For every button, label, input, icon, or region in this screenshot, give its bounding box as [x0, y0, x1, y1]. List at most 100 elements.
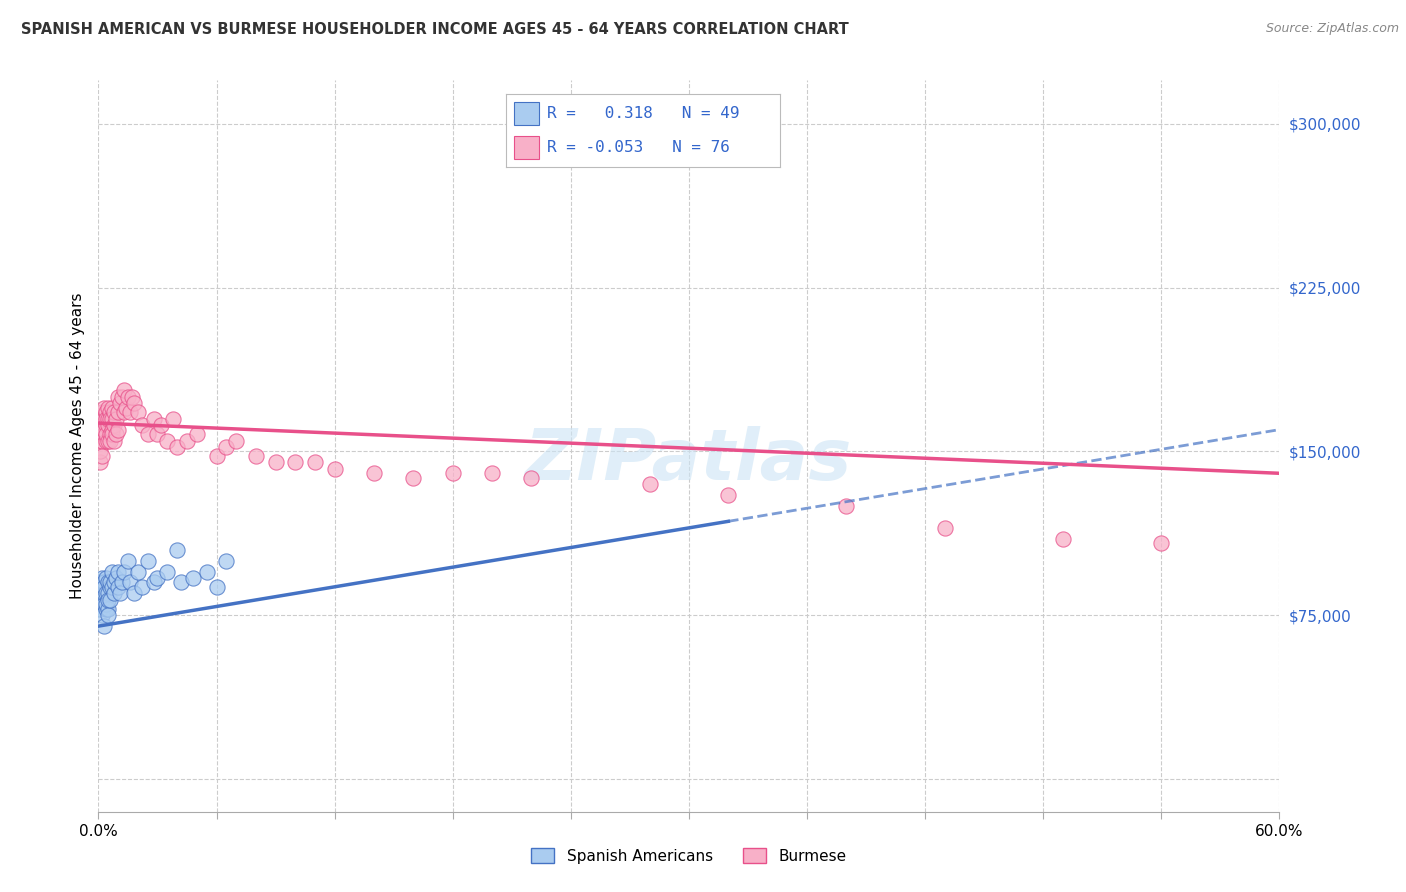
- Point: [91, 434, 114, 448]
- Point: [97, 411, 120, 425]
- Point: [1052, 532, 1074, 546]
- Point: [146, 571, 169, 585]
- Point: [101, 411, 124, 425]
- Point: [122, 396, 145, 410]
- Point: [121, 390, 143, 404]
- Point: [97, 575, 120, 590]
- Point: [93, 619, 115, 633]
- Point: [101, 423, 124, 437]
- Point: [96, 418, 118, 433]
- Point: [142, 411, 165, 425]
- Point: [96, 586, 118, 600]
- Text: Source: ZipAtlas.com: Source: ZipAtlas.com: [1265, 22, 1399, 36]
- Point: [101, 427, 124, 442]
- Point: [101, 580, 124, 594]
- Point: [166, 542, 188, 557]
- Point: [93, 423, 115, 437]
- Point: [97, 401, 120, 415]
- Point: [91, 571, 114, 585]
- Point: [103, 586, 125, 600]
- Point: [108, 586, 131, 600]
- Point: [96, 597, 118, 611]
- Bar: [515, 136, 538, 160]
- Point: [91, 608, 114, 623]
- Point: [91, 405, 114, 419]
- Point: [96, 571, 118, 585]
- Point: [96, 601, 118, 615]
- Point: [89, 601, 111, 615]
- Point: [96, 411, 118, 425]
- Point: [89, 444, 111, 458]
- Point: [245, 449, 267, 463]
- Point: [101, 565, 124, 579]
- Legend: Spanish Americans, Burmese: Spanish Americans, Burmese: [526, 842, 852, 870]
- Point: [111, 575, 134, 590]
- Point: [97, 601, 120, 615]
- Point: [115, 401, 138, 415]
- Point: [122, 586, 145, 600]
- Point: [93, 427, 115, 442]
- Point: [323, 462, 346, 476]
- Point: [117, 554, 139, 568]
- Point: [107, 580, 129, 594]
- Point: [131, 580, 153, 594]
- Point: [225, 434, 247, 448]
- Point: [481, 467, 503, 481]
- Point: [98, 575, 121, 590]
- Point: [136, 554, 159, 568]
- Point: [89, 455, 111, 469]
- Point: [107, 423, 129, 437]
- Point: [93, 411, 115, 425]
- Point: [93, 580, 115, 594]
- Text: SPANISH AMERICAN VS BURMESE HOUSEHOLDER INCOME AGES 45 - 64 YEARS CORRELATION CH: SPANISH AMERICAN VS BURMESE HOUSEHOLDER …: [21, 22, 849, 37]
- Point: [215, 554, 238, 568]
- Point: [181, 571, 204, 585]
- Point: [156, 434, 179, 448]
- Point: [215, 440, 238, 454]
- Point: [205, 449, 228, 463]
- Point: [103, 434, 125, 448]
- Point: [93, 401, 115, 415]
- Point: [441, 467, 464, 481]
- Point: [97, 434, 120, 448]
- Point: [156, 565, 179, 579]
- Point: [118, 405, 141, 419]
- Point: [97, 418, 120, 433]
- Point: [170, 575, 193, 590]
- Point: [97, 586, 120, 600]
- Point: [91, 449, 114, 463]
- Point: [118, 575, 141, 590]
- Point: [107, 405, 129, 419]
- Point: [103, 575, 125, 590]
- Point: [205, 580, 228, 594]
- Point: [103, 405, 125, 419]
- Bar: [515, 102, 538, 125]
- Y-axis label: Householder Income Ages 45 - 64 years: Householder Income Ages 45 - 64 years: [69, 293, 84, 599]
- Point: [1150, 536, 1173, 550]
- Point: [96, 405, 118, 419]
- Point: [89, 427, 111, 442]
- Point: [108, 396, 131, 410]
- Point: [98, 411, 121, 425]
- Point: [136, 427, 159, 442]
- Point: [142, 575, 165, 590]
- Point: [107, 390, 129, 404]
- Point: [112, 405, 135, 419]
- Point: [638, 477, 661, 491]
- Point: [176, 434, 198, 448]
- Point: [264, 455, 287, 469]
- Point: [162, 411, 184, 425]
- Point: [186, 427, 208, 442]
- Point: [97, 593, 120, 607]
- Point: [150, 418, 173, 433]
- Point: [105, 571, 128, 585]
- Point: [363, 467, 385, 481]
- Point: [107, 565, 129, 579]
- Point: [89, 586, 111, 600]
- Point: [98, 580, 121, 594]
- Point: [93, 597, 115, 611]
- Point: [96, 434, 118, 448]
- Point: [103, 418, 125, 433]
- Text: R = -0.053   N = 76: R = -0.053 N = 76: [547, 140, 730, 155]
- Point: [93, 575, 115, 590]
